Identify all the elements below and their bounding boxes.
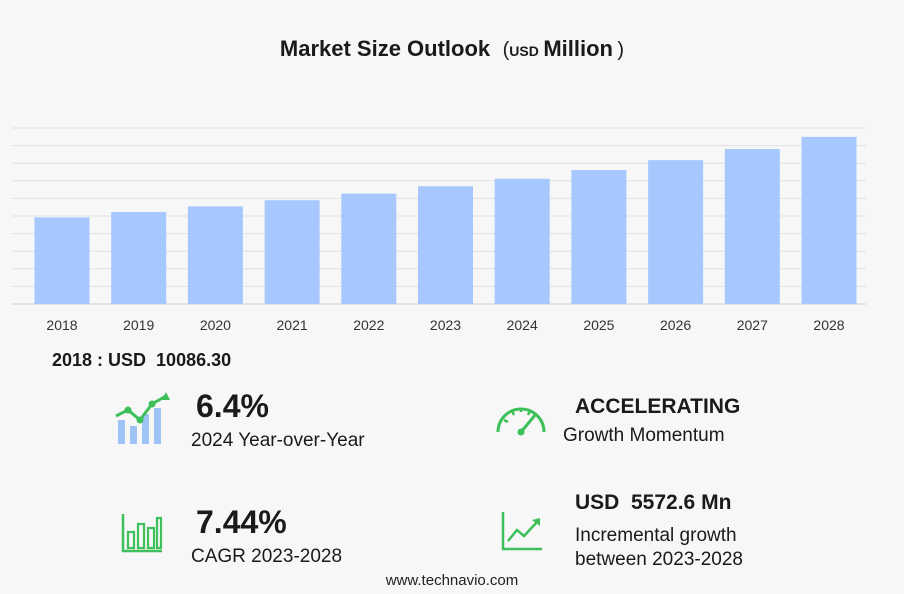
momentum-value: ACCELERATING <box>575 395 741 418</box>
bar-2022 <box>341 193 397 304</box>
title-paren-close: ) <box>617 39 625 61</box>
title-unit-small: USD <box>509 43 539 59</box>
x-tick-label: 2022 <box>353 317 384 333</box>
incremental-label-line1: Incremental growth <box>575 525 737 546</box>
x-tick-label: 2024 <box>507 317 538 333</box>
x-tick-label: 2019 <box>123 317 154 333</box>
bar-2019 <box>111 211 167 304</box>
bar-2024 <box>494 178 550 304</box>
title-unit-big: Million <box>543 36 613 61</box>
footer-url: www.technavio.com <box>385 572 519 589</box>
chart-title: Market Size Outlook (USD Million ) <box>0 36 904 62</box>
yoy-label: 2024 Year-over-Year <box>191 430 365 451</box>
x-tick-label: 2027 <box>737 317 768 333</box>
x-tick-label: 2025 <box>583 317 614 333</box>
x-tick-labels: 2018 2019 2020 2021 2022 2023 2024 2025 2026 2027… <box>46 317 844 333</box>
bar-2023 <box>418 186 473 304</box>
cagr-label: CAGR 2023-2028 <box>191 546 343 567</box>
incremental-value: USD 5572.6 Mn <box>575 491 732 514</box>
bar-2028 <box>801 136 857 304</box>
x-tick-label: 2020 <box>200 317 231 333</box>
x-tick-label: 2026 <box>660 317 691 333</box>
yoy-value: 6.4% <box>196 388 269 424</box>
x-tick-label: 2028 <box>813 317 844 333</box>
base-year-value: 2018 : USD 10086.30 <box>52 350 232 370</box>
cagr-value: 7.44% <box>196 504 287 540</box>
bar-2020 <box>187 206 243 304</box>
x-tick-label: 2023 <box>430 317 461 333</box>
title-main: Market Size Outlook <box>279 36 491 61</box>
bars <box>34 136 857 304</box>
bar-2018 <box>34 217 90 304</box>
title-paren-open: ( <box>502 39 510 61</box>
momentum-label: Growth Momentum <box>563 425 725 446</box>
bar-chart: 2018 2019 2020 2021 2022 2023 2024 2025 2026 2027… <box>12 127 866 333</box>
bar-2027 <box>724 149 780 304</box>
bar-2025 <box>571 170 627 304</box>
bar-2021 <box>264 200 320 304</box>
x-tick-label: 2018 <box>46 317 77 333</box>
x-tick-label: 2021 <box>277 317 308 333</box>
growth-chart-icon <box>112 390 172 451</box>
bar-2026 <box>648 160 704 304</box>
bar-chart-icon <box>120 512 164 559</box>
trend-line-icon <box>500 510 544 557</box>
speedometer-icon <box>494 400 548 441</box>
incremental-label-line2: between 2023-2028 <box>575 549 743 570</box>
